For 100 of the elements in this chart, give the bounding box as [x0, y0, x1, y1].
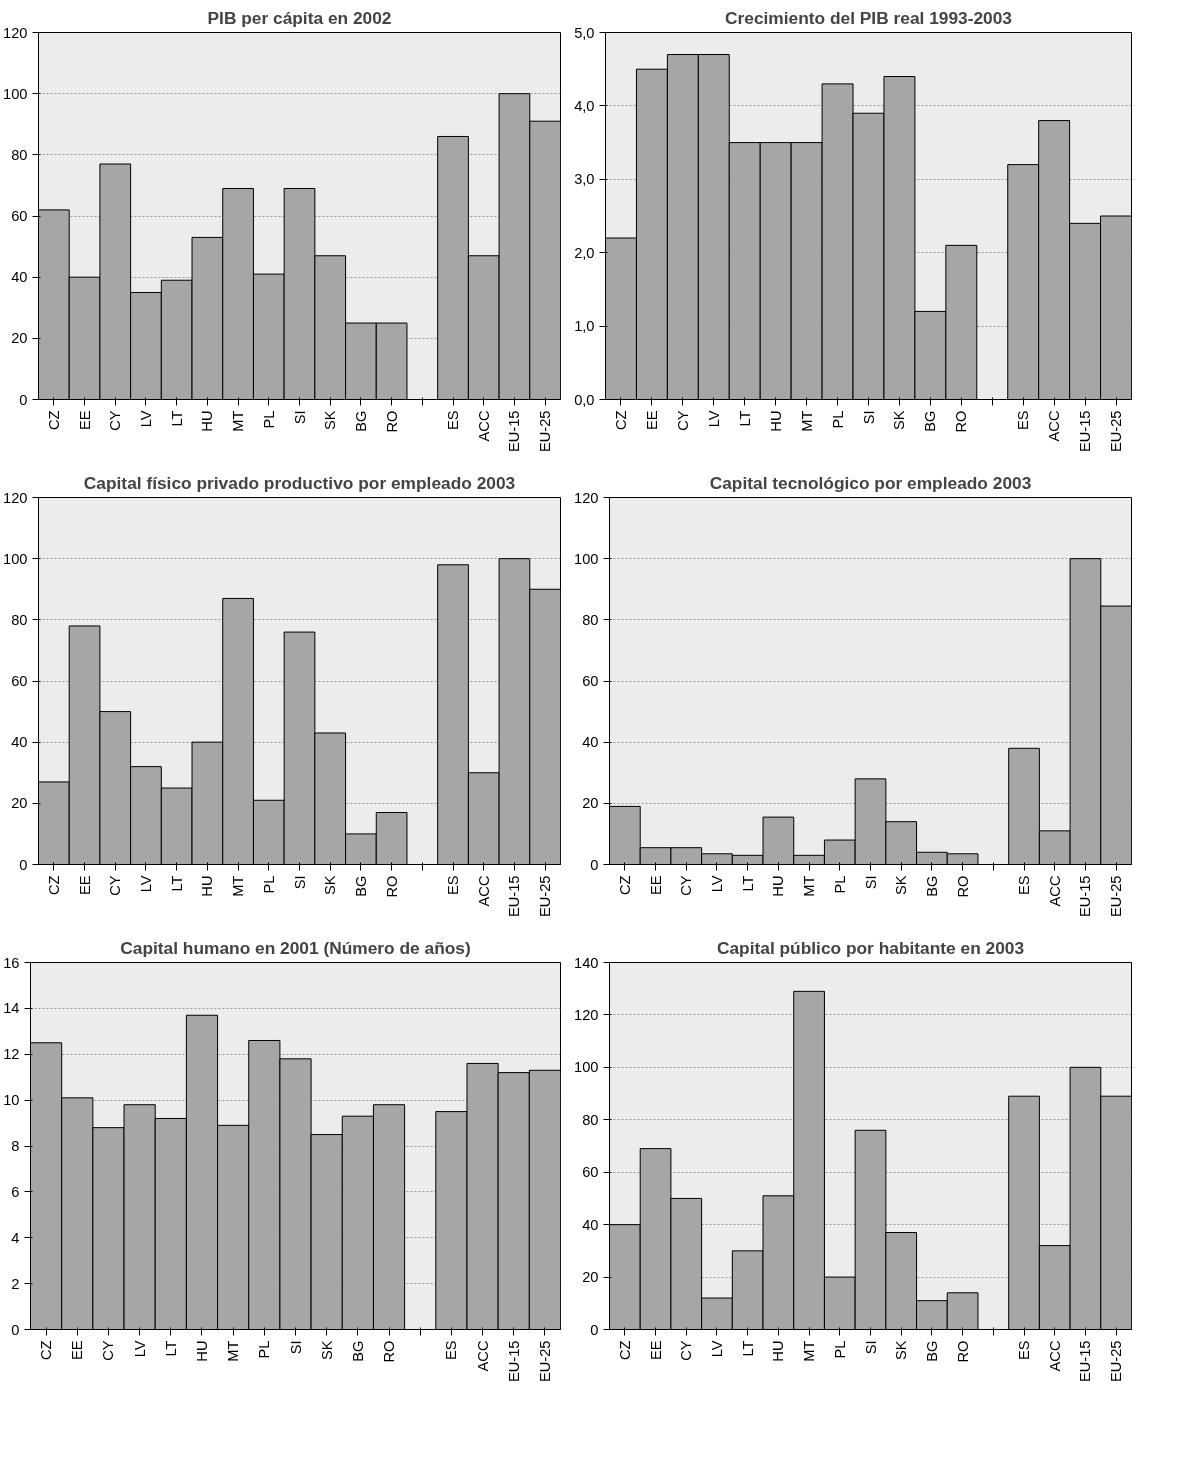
x-tick-label: MT [798, 410, 815, 432]
y-tick-label: 80 [11, 611, 28, 628]
chart-title: Crecimiento del PIB real 1993-2003 [724, 7, 1013, 28]
y-tick-label: 0 [19, 856, 28, 873]
y-tick-label: 3,0 [574, 171, 595, 188]
x-tick-label: BG [352, 410, 369, 432]
y-tick-label: 14 [3, 1000, 20, 1017]
y-tick-label: 0 [590, 856, 599, 873]
x-tick-label: LV [705, 410, 722, 428]
x-tick-label: CY [678, 875, 695, 896]
x-tick-label: CY [674, 410, 691, 431]
x-tick-label: ACC [1046, 410, 1063, 442]
x-tick-label: RO [381, 1340, 398, 1363]
x-tick-label: MT [225, 1340, 242, 1362]
x-tick-label: CZ [616, 875, 633, 896]
x-tick-label: EE [643, 410, 660, 431]
x-tick-label: HU [199, 875, 216, 897]
x-tick-label: RO [953, 410, 970, 433]
x-tick-label: LT [168, 875, 185, 892]
x-tick-label: LV [131, 1340, 148, 1358]
y-tick-label: 80 [11, 146, 28, 163]
x-tick-label: LT [736, 410, 753, 427]
x-tick-label: EU-15 [1077, 410, 1094, 453]
x-tick-label: EU-25 [537, 875, 554, 918]
y-tick-label: 60 [11, 208, 28, 224]
x-tick-label: ACC [475, 410, 492, 442]
y-tick-label: 12 [3, 1046, 20, 1063]
x-tick-label: MT [230, 875, 247, 897]
x-tick-label: PL [260, 875, 277, 894]
y-tick-label: 120 [3, 24, 28, 41]
x-tick-label: CZ [616, 1340, 633, 1361]
x-tick-label: SI [291, 410, 308, 425]
x-tick-label: EU-25 [1108, 875, 1125, 918]
y-tick-label: 16 [3, 954, 20, 971]
x-tick-label: EE [647, 1340, 664, 1361]
x-tick-label: EU-15 [505, 1340, 522, 1383]
y-tick-label: 120 [3, 489, 28, 506]
x-tick-label: SK [891, 410, 908, 431]
x-tick-label: ACC [475, 875, 492, 907]
x-tick-label: PL [831, 1340, 848, 1359]
y-tick-label: 20 [11, 330, 28, 347]
x-tick-label: MT [801, 875, 818, 897]
x-tick-label: RO [383, 875, 400, 898]
y-tick-label: 100 [574, 1059, 599, 1076]
chart-title: Capital físico privado productivo por empleado 2003 [83, 472, 516, 493]
x-tick-label: PL [831, 875, 848, 894]
x-tick-label: ACC [474, 1340, 491, 1372]
x-tick-label: LT [168, 410, 185, 427]
x-tick-label: CZ [45, 875, 62, 896]
y-tick-label: 40 [582, 1216, 599, 1233]
x-tick-label: EU-15 [506, 875, 523, 918]
y-tick-label: 40 [11, 734, 28, 751]
x-tick-label: EU-25 [1108, 1340, 1125, 1383]
y-tick-label: 100 [3, 85, 28, 102]
y-tick-label: 0 [590, 1321, 599, 1338]
x-tick-label: LT [739, 1340, 756, 1357]
x-tick-label: SI [291, 875, 308, 890]
chart-title: Capital tecnológico por empleado 2003 [709, 472, 1032, 493]
x-tick-label: BG [923, 875, 940, 897]
y-tick-label: 60 [11, 673, 28, 689]
x-tick-label: PL [256, 1340, 273, 1359]
y-tick-label: 10 [3, 1092, 20, 1109]
x-tick-label: ES [443, 1340, 460, 1361]
x-tick-label: EE [76, 410, 93, 431]
y-tick-label: 40 [11, 269, 28, 286]
y-tick-label: 20 [582, 1269, 599, 1286]
y-tick-label: 4,0 [574, 97, 595, 114]
x-tick-label: RO [954, 1340, 971, 1363]
x-tick-label: SI [862, 1340, 879, 1355]
x-tick-label: SK [322, 875, 339, 896]
x-tick-label: SK [893, 875, 910, 896]
y-tick-label: 80 [582, 1111, 599, 1128]
x-tick-label: ES [1016, 875, 1033, 896]
x-tick-label: PL [260, 410, 277, 429]
x-tick-label: ES [1016, 1340, 1033, 1361]
x-tick-label: MT [801, 1340, 818, 1362]
x-tick-label: CY [107, 410, 124, 431]
y-tick-label: 2,0 [574, 244, 595, 261]
y-tick-label: 60 [582, 673, 599, 689]
x-tick-label: LT [739, 875, 756, 892]
y-tick-label: 0,0 [574, 391, 595, 408]
y-tick-label: 5,0 [574, 24, 595, 41]
x-tick-label: EE [647, 875, 664, 896]
y-tick-label: 4 [11, 1229, 20, 1246]
x-tick-label: CY [678, 1340, 695, 1361]
x-tick-label: CZ [38, 1340, 55, 1361]
y-tick-label: 40 [582, 734, 599, 751]
x-tick-label: ACC [1046, 1340, 1063, 1372]
y-tick-label: 0 [11, 1321, 20, 1338]
x-tick-label: EU-25 [537, 410, 554, 453]
x-tick-label: EU-15 [1077, 1340, 1094, 1383]
x-tick-label: BG [349, 1340, 366, 1362]
x-tick-label: HU [193, 1340, 210, 1362]
x-tick-label: LV [708, 1340, 725, 1358]
y-tick-label: 100 [3, 550, 28, 567]
x-tick-label: BG [352, 875, 369, 897]
x-tick-label: HU [767, 410, 784, 432]
x-tick-label: ACC [1046, 875, 1063, 907]
chart-title: Capital público por habitante en 2003 [716, 937, 1025, 958]
x-tick-label: SK [322, 410, 339, 431]
